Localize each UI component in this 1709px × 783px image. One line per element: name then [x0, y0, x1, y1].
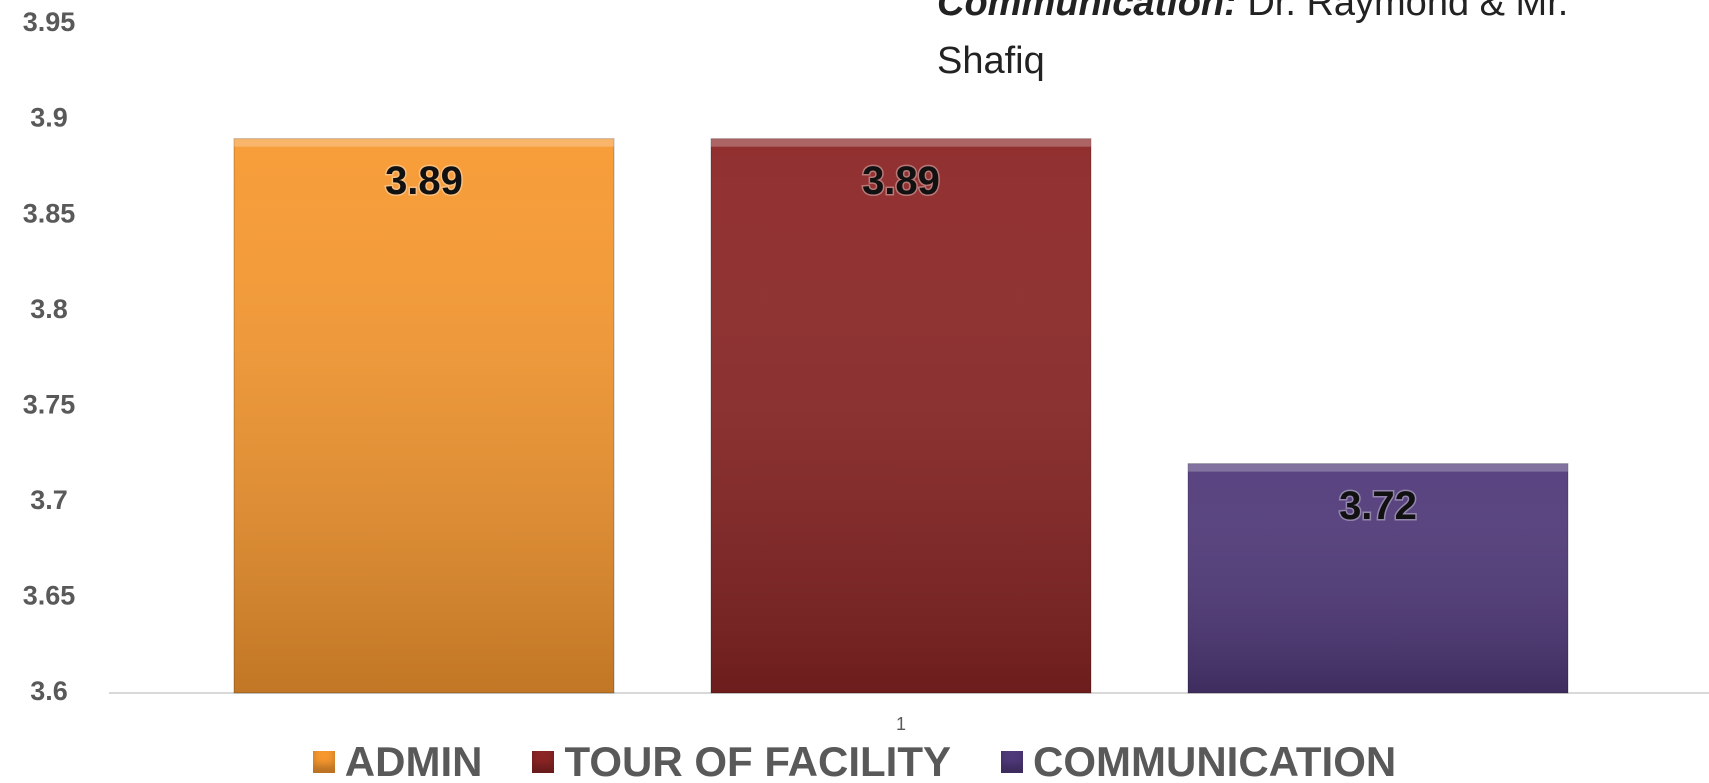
legend-swatch — [1001, 751, 1024, 773]
annotation-bold: Communication: — [937, 0, 1237, 24]
value-label: 3.72 — [1339, 484, 1417, 528]
y-tick-label: 3.65 — [23, 581, 76, 611]
y-tick-label: 3.9 — [30, 103, 68, 133]
value-label: 3.89 — [385, 159, 463, 203]
annotation-text: Dr. Raymond & Mr. Shafiq — [937, 0, 1569, 82]
y-tick-label: 3.8 — [30, 294, 68, 324]
legend-label: TOUR OF FACILITY — [564, 738, 952, 783]
legend-item: TOUR OF FACILITY — [532, 738, 951, 783]
legend-item: ADMIN — [312, 738, 483, 783]
legend-swatch — [312, 751, 335, 773]
x-tick-label: 1 — [896, 714, 906, 734]
bar-highlight — [234, 138, 614, 147]
bar-highlight — [1188, 463, 1568, 472]
y-tick-label: 3.7 — [30, 485, 68, 515]
legend-label: COMMUNICATION — [1033, 738, 1397, 783]
y-tick-label: 3.6 — [30, 676, 68, 706]
legend-swatch — [532, 751, 555, 773]
y-tick-label: 3.75 — [23, 389, 76, 419]
y-tick-label: 3.85 — [23, 198, 76, 228]
y-tick-label: 3.95 — [23, 7, 76, 37]
legend-label: ADMIN — [344, 738, 483, 783]
annotation: Communication: Dr. Raymond & Mr. Shafiq — [937, 0, 1677, 90]
bar-shade — [1188, 463, 1568, 693]
bar-shade — [234, 138, 614, 693]
legend: ADMIN TOUR OF FACILITY COMMUNICATION — [0, 738, 1709, 783]
bar-shade — [711, 138, 1091, 693]
bar-highlight — [711, 138, 1091, 147]
value-label: 3.89 — [862, 159, 940, 203]
legend-item: COMMUNICATION — [1001, 738, 1396, 783]
